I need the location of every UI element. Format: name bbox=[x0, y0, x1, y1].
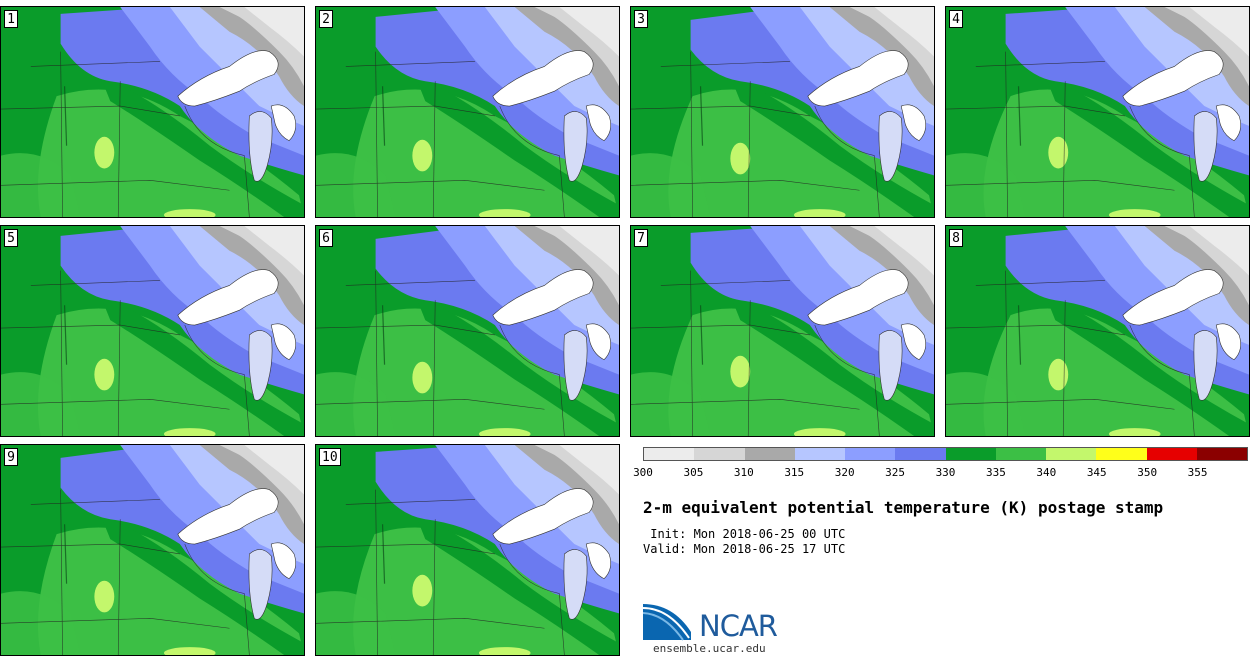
colorbar-segment bbox=[1046, 448, 1097, 460]
colorbar-segment bbox=[644, 448, 695, 460]
colorbar-segment bbox=[794, 448, 845, 460]
colorbar-segment bbox=[895, 448, 946, 460]
colorbar-segment bbox=[945, 448, 996, 460]
panel-label: 5 bbox=[4, 229, 18, 247]
colorbar-segment bbox=[744, 448, 795, 460]
ncar-logo-icon bbox=[643, 604, 691, 641]
colorbar-tick-label: 315 bbox=[784, 466, 805, 479]
colorbar-tick-label: 330 bbox=[935, 466, 956, 479]
map-panel-2: 2 bbox=[315, 6, 620, 218]
colorbar-tick-label: 335 bbox=[985, 466, 1006, 479]
panel-label: 1 bbox=[4, 10, 18, 28]
colorbar-tick-label: 300 bbox=[633, 466, 653, 479]
ncar-logo-text: NCAR bbox=[699, 609, 778, 643]
panel-label: 3 bbox=[634, 10, 648, 28]
colorbar-tick-label: 325 bbox=[885, 466, 906, 479]
map-panel-10: 10 bbox=[315, 444, 620, 656]
website-label: ensemble.ucar.edu bbox=[653, 642, 766, 655]
colorbar-segment bbox=[694, 448, 745, 460]
map-panel-3: 3 bbox=[630, 6, 935, 218]
colorbar-segment bbox=[995, 448, 1046, 460]
map-panel-7: 7 bbox=[630, 225, 935, 437]
init-time: Init: Mon 2018-06-25 00 UTC bbox=[643, 527, 846, 541]
colorbar-tick-label: 345 bbox=[1086, 466, 1107, 479]
colorbar-tick-label: 355 bbox=[1187, 466, 1208, 479]
colorbar-tick-label: 310 bbox=[733, 466, 754, 479]
panel-label: 6 bbox=[319, 229, 333, 247]
panel-label: 2 bbox=[319, 10, 333, 28]
map-panel-1: 1 bbox=[0, 6, 305, 218]
map-panel-4: 4 bbox=[945, 6, 1250, 218]
valid-time: Valid: Mon 2018-06-25 17 UTC bbox=[643, 542, 846, 556]
colorbar-segment bbox=[1096, 448, 1147, 460]
map-panel-9: 9 bbox=[0, 444, 305, 656]
panel-label: 7 bbox=[634, 229, 648, 247]
colorbar-tick-label: 320 bbox=[834, 466, 855, 479]
colorbar-segment bbox=[845, 448, 896, 460]
colorbar-tick-label: 340 bbox=[1036, 466, 1057, 479]
colorbar-tick-label: 350 bbox=[1137, 466, 1158, 479]
colorbar-segment bbox=[1146, 448, 1197, 460]
panel-label: 9 bbox=[4, 448, 18, 466]
colorbar-tick-label: 305 bbox=[683, 466, 704, 479]
map-panel-6: 6 bbox=[315, 225, 620, 437]
panel-label: 10 bbox=[319, 448, 341, 466]
colorbar-segment bbox=[1196, 448, 1247, 460]
panel-label: 4 bbox=[949, 10, 963, 28]
map-panel-5: 5 bbox=[0, 225, 305, 437]
colorbar bbox=[643, 447, 1248, 461]
chart-title: 2-m equivalent potential temperature (K)… bbox=[643, 498, 1164, 517]
panel-label: 8 bbox=[949, 229, 963, 247]
map-panel-8: 8 bbox=[945, 225, 1250, 437]
